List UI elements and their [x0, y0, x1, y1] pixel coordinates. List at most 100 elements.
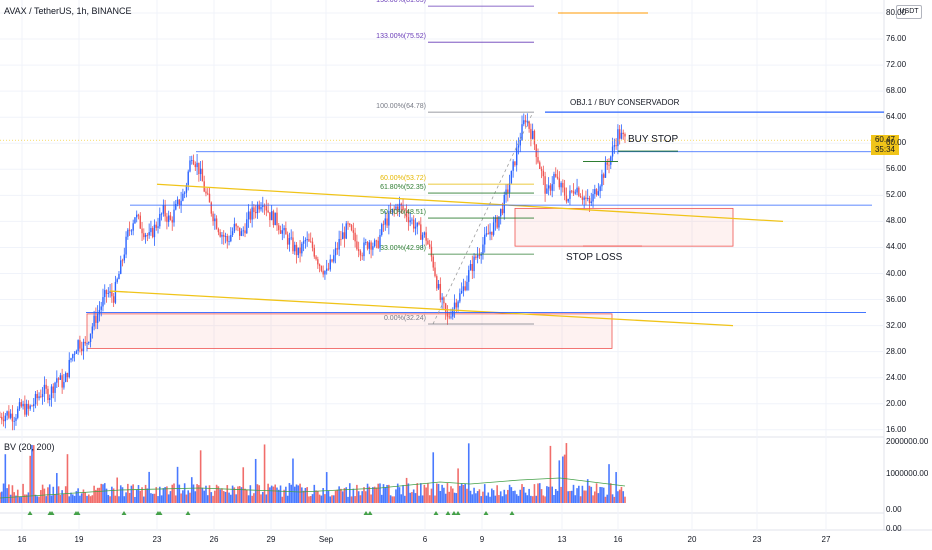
volume-bar: [350, 496, 353, 503]
volume-bar: [144, 484, 147, 503]
volume-bar: [606, 494, 609, 503]
candle-body: [128, 229, 131, 231]
candle-body: [0, 416, 1, 418]
volume-bar: [556, 490, 559, 503]
buy-signal-marker: [483, 511, 489, 515]
price-tick: 68.00: [886, 86, 907, 96]
volume-bar: [601, 487, 603, 503]
volume-bar: [320, 495, 323, 503]
volume-bar: [98, 487, 101, 503]
candle-body: [157, 226, 159, 228]
candle-body: [205, 191, 207, 194]
volume-bar: [143, 496, 145, 503]
candle-body: [553, 173, 555, 185]
volume-bar: [333, 495, 335, 503]
candle-body: [212, 213, 214, 222]
volume-bar: [38, 496, 40, 503]
candle-body: [173, 209, 175, 223]
indicator-label[interactable]: BV (20, 200): [4, 442, 55, 452]
volume-bar: [368, 486, 371, 503]
candle-body: [540, 168, 543, 171]
volume-bar: [96, 487, 99, 503]
candle-body: [187, 171, 189, 186]
candle-body: [278, 225, 280, 231]
volume-bar: [553, 494, 555, 503]
candle-body: [235, 223, 237, 227]
volume-bar: [157, 496, 159, 503]
volume-bar: [570, 490, 573, 503]
volume-bar: [611, 494, 614, 503]
candle-body: [515, 147, 518, 166]
volume-bar: [345, 487, 348, 503]
volume-bar: [206, 495, 209, 503]
candle-body: [505, 189, 507, 196]
volume-tick: 2000000.00: [886, 437, 929, 446]
candle-body: [20, 402, 23, 407]
volume-bar: [505, 494, 507, 503]
candle-body: [272, 211, 275, 226]
candle-body: [219, 232, 221, 237]
candle-body: [365, 242, 367, 243]
price-tick: 64.00: [886, 112, 907, 122]
currency-badge[interactable]: USDT: [896, 5, 922, 19]
volume-bar: [299, 483, 301, 503]
volume-bar: [432, 452, 435, 503]
volume-bar: [499, 491, 502, 503]
fib-level-label: 150.00%(81.05): [376, 0, 426, 5]
candle-body: [496, 217, 498, 228]
volume-bar: [279, 485, 282, 503]
candle-body: [176, 199, 179, 204]
volume-bars: [0, 443, 626, 503]
volume-bar: [265, 494, 268, 503]
volume-bar: [551, 486, 554, 503]
volume-bar: [166, 486, 168, 503]
volume-bar: [469, 490, 472, 503]
volume-bar: [155, 487, 158, 503]
volume-bar: [231, 485, 234, 503]
volume-bar: [36, 496, 39, 503]
candle-body: [41, 394, 44, 397]
candle-body: [61, 375, 63, 388]
candle-body: [73, 353, 76, 355]
candle-body: [233, 223, 236, 232]
candle-body: [379, 234, 381, 248]
volume-bar: [153, 493, 156, 503]
volume-bar: [263, 444, 266, 503]
candle-body: [208, 193, 211, 203]
candle-body: [301, 243, 303, 254]
volume-bar: [338, 486, 340, 503]
candle-body: [528, 121, 530, 129]
volume-bar: [105, 488, 108, 503]
candle-body: [459, 293, 461, 302]
candle-body: [588, 197, 591, 203]
candle-body: [345, 223, 347, 239]
volume-bar: [182, 490, 184, 503]
volume-bar: [285, 486, 287, 503]
volume-bar: [444, 493, 447, 503]
volume-bar: [130, 485, 133, 503]
volume-bar: [615, 472, 617, 503]
candle-body: [166, 216, 168, 222]
candle-body: [400, 203, 402, 206]
candle-body: [341, 232, 344, 240]
candle-body: [546, 188, 548, 194]
volume-bar: [418, 495, 420, 503]
symbol-title[interactable]: AVAX / TetherUS, 1h, BINANCE: [4, 6, 132, 16]
demand-zone: [86, 313, 613, 349]
candle-body: [624, 134, 626, 137]
volume-bar: [18, 496, 21, 503]
volume-bar: [384, 487, 387, 503]
candle-body: [164, 205, 166, 217]
volume-bar: [414, 493, 417, 503]
time-tick: 16: [613, 535, 623, 544]
volume-bar: [176, 466, 179, 503]
volume-bar: [189, 492, 191, 503]
volume-bar: [240, 487, 243, 503]
volume-bar: [308, 496, 310, 503]
volume-bar: [364, 491, 367, 503]
volume-bar: [219, 489, 221, 503]
candle-body: [295, 244, 298, 256]
candle-body: [409, 220, 411, 223]
resistance-trendline: [156, 183, 784, 223]
